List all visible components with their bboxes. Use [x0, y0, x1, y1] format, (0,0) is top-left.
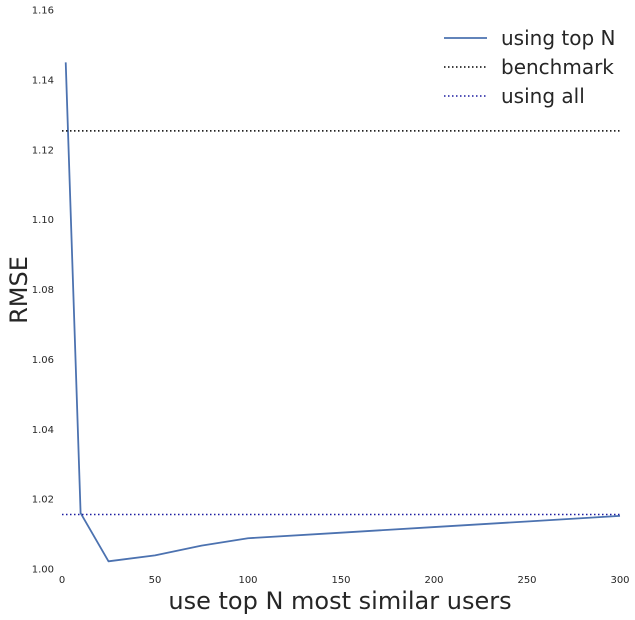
y-tick-label: 1.12 [32, 145, 54, 156]
x-tick-label: 250 [517, 575, 536, 586]
y-tick-label: 1.16 [32, 6, 54, 17]
legend-label: benchmark [501, 55, 614, 79]
legend: using top N benchmark using all [444, 26, 615, 108]
y-tick-label: 1.02 [32, 495, 54, 506]
x-axis-label: use top N most similar users [168, 587, 511, 615]
y-axis-label: RMSE [5, 256, 33, 324]
x-tick-label: 150 [331, 575, 350, 586]
y-tick-label: 1.00 [32, 565, 54, 576]
y-tick-label: 1.06 [32, 355, 54, 366]
y-tick-label: 1.08 [32, 285, 54, 296]
y-axis-ticks: 1.00 1.02 1.04 1.06 1.08 1.10 1.12 1.14 1.16 [32, 6, 54, 576]
legend-label: using top N [501, 26, 615, 50]
legend-label: using all [501, 84, 585, 108]
x-tick-label: 100 [238, 575, 257, 586]
x-tick-label: 0 [59, 575, 65, 586]
y-tick-label: 1.10 [32, 215, 54, 226]
legend-item: using all [444, 84, 585, 108]
legend-item: benchmark [444, 55, 614, 79]
x-tick-label: 50 [149, 575, 162, 586]
x-tick-label: 300 [610, 575, 629, 586]
legend-item: using top N [444, 26, 615, 50]
x-tick-label: 200 [424, 575, 443, 586]
plot-lines [62, 62, 621, 563]
y-tick-label: 1.04 [32, 425, 54, 436]
y-tick-label: 1.14 [32, 75, 54, 86]
series-line-using-top-N [64, 62, 621, 563]
x-axis-ticks: 0 50 100 150 200 250 300 [59, 575, 630, 586]
